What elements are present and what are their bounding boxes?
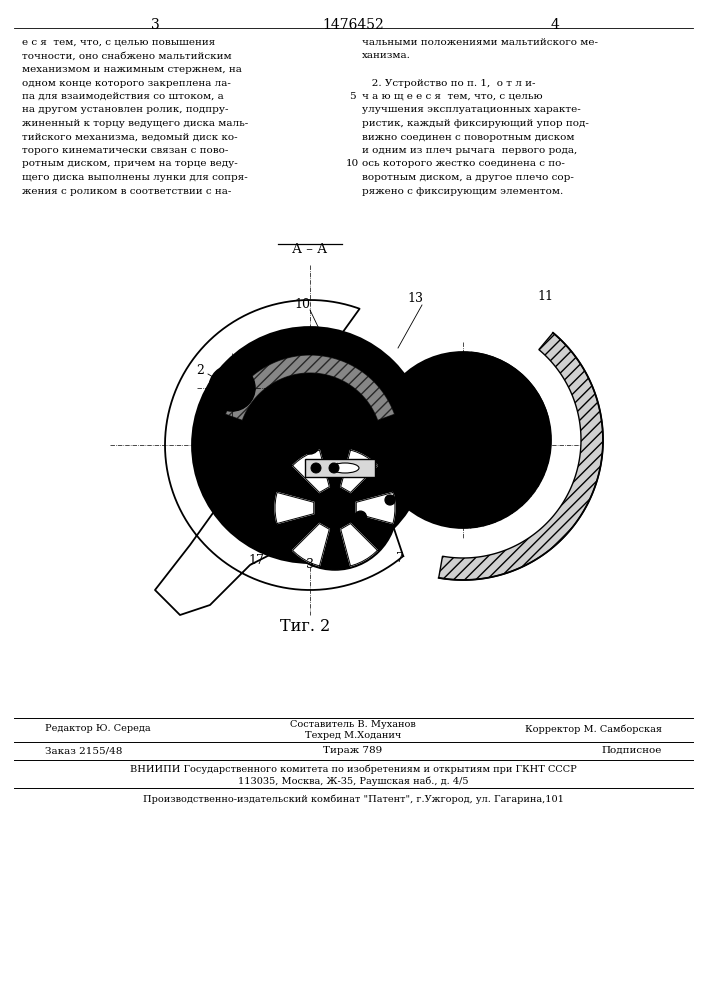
Circle shape [192, 327, 428, 563]
Circle shape [228, 384, 236, 392]
Text: 11: 11 [537, 290, 553, 302]
Text: Техред М.Ходанич: Техред М.Ходанич [305, 731, 401, 740]
Text: жиненный к торцу ведущего диска маль-: жиненный к торцу ведущего диска маль- [22, 119, 248, 128]
Polygon shape [341, 450, 378, 492]
Circle shape [296, 485, 301, 489]
Text: 3: 3 [306, 558, 314, 572]
Text: на другом установлен ролик, подпру-: на другом установлен ролик, подпру- [22, 105, 228, 114]
Text: 2. Устройство по п. 1,  о т л и-: 2. Устройство по п. 1, о т л и- [362, 79, 535, 88]
Circle shape [301, 436, 319, 454]
Text: ротным диском, причем на торце веду-: ротным диском, причем на торце веду- [22, 159, 238, 168]
Text: точности, оно снабжено мальтийским: точности, оно снабжено мальтийским [22, 51, 232, 60]
Circle shape [273, 446, 397, 570]
Text: торого кинематически связан с пово-: торого кинематически связан с пово- [22, 146, 228, 155]
Text: вижно соединен с поворотным диском: вижно соединен с поворотным диском [362, 132, 575, 141]
Circle shape [332, 466, 336, 470]
Polygon shape [341, 524, 378, 566]
Text: и одним из плеч рычага  первого рода,: и одним из плеч рычага первого рода, [362, 146, 577, 155]
Text: Подписное: Подписное [602, 746, 662, 755]
Circle shape [385, 495, 395, 505]
Circle shape [314, 466, 318, 470]
Text: 113035, Москва, Ж-35, Раушская наб., д. 4/5: 113035, Москва, Ж-35, Раушская наб., д. … [238, 776, 468, 786]
Text: жения с роликом в соответствии с на-: жения с роликом в соответствии с на- [22, 186, 231, 196]
Text: 3: 3 [151, 18, 159, 32]
Text: одном конце которого закреплена ла-: одном конце которого закреплена ла- [22, 79, 231, 88]
Text: ВНИИПИ Государственного комитета по изобретениям и открытиям при ГКНТ СССР: ВНИИПИ Государственного комитета по изоб… [129, 765, 576, 774]
Circle shape [366, 523, 378, 535]
Text: воротным диском, а другое плечо сop-: воротным диском, а другое плечо сop- [362, 173, 574, 182]
Text: е с я  тем, что, с целью повышения: е с я тем, что, с целью повышения [22, 38, 215, 47]
Text: тийского механизма, ведомый диск ко-: тийского механизма, ведомый диск ко- [22, 132, 238, 141]
Text: Редактор Ю. Середа: Редактор Ю. Середа [45, 724, 151, 733]
Circle shape [354, 511, 366, 523]
Bar [305, 459, 375, 477]
Text: 17: 17 [248, 554, 264, 566]
Text: А – А: А – А [293, 243, 327, 256]
Text: Производственно-издательский комбинат "Патент", г.Ужгород, ул. Гагарина,101: Производственно-издательский комбинат "П… [143, 794, 563, 804]
Circle shape [332, 548, 337, 552]
Circle shape [293, 523, 305, 535]
Text: щего диска выполнены лунки для сопря-: щего диска выполнены лунки для сопря- [22, 173, 247, 182]
Text: 5: 5 [349, 92, 356, 101]
Text: 7: 7 [396, 552, 404, 564]
Polygon shape [275, 492, 314, 524]
Circle shape [293, 481, 305, 493]
Circle shape [366, 481, 378, 493]
Ellipse shape [331, 463, 359, 473]
Text: ристик, каждый фиксирующий упор под-: ристик, каждый фиксирующий упор под- [362, 119, 589, 128]
Text: улучшения эксплуатационных характе-: улучшения эксплуатационных характе- [362, 105, 580, 114]
Circle shape [296, 526, 301, 532]
Text: 5: 5 [541, 442, 549, 454]
Polygon shape [155, 300, 403, 615]
Circle shape [454, 431, 472, 449]
Circle shape [332, 464, 337, 468]
Circle shape [460, 436, 467, 444]
Text: 13: 13 [407, 292, 423, 304]
Circle shape [209, 365, 255, 411]
Circle shape [388, 498, 392, 502]
Circle shape [327, 500, 343, 516]
Text: 2: 2 [196, 363, 204, 376]
Polygon shape [293, 450, 329, 492]
Circle shape [332, 505, 338, 511]
Text: механизмом и нажимным стержнем, на: механизмом и нажимным стержнем, на [22, 65, 242, 74]
Text: Корректор М. Самборская: Корректор М. Самборская [525, 724, 662, 734]
Text: ч а ю щ е е с я  тем, что, с целью: ч а ю щ е е с я тем, что, с целью [362, 92, 543, 101]
Polygon shape [293, 524, 329, 566]
Circle shape [329, 460, 341, 472]
Circle shape [369, 485, 374, 489]
Text: Тираж 789: Тираж 789 [323, 746, 382, 755]
Circle shape [369, 526, 374, 532]
Polygon shape [356, 492, 395, 524]
Text: ряжено с фиксирующим элементом.: ряжено с фиксирующим элементом. [362, 186, 563, 196]
Text: Τиг. 2: Τиг. 2 [280, 618, 330, 635]
Text: Заказ 2155/48: Заказ 2155/48 [45, 746, 122, 755]
Text: ось которого жестко соединена с по-: ось которого жестко соединена с по- [362, 159, 565, 168]
Text: па для взаимодействия со штоком, а: па для взаимодействия со штоком, а [22, 92, 223, 101]
Text: чальными положениями мальтийского ме-: чальными положениями мальтийского ме- [362, 38, 598, 47]
Circle shape [307, 442, 313, 448]
Text: 10: 10 [346, 159, 358, 168]
Text: 4: 4 [476, 506, 484, 518]
Circle shape [358, 515, 363, 519]
Polygon shape [438, 333, 603, 580]
Polygon shape [226, 355, 395, 420]
Circle shape [329, 463, 339, 473]
Circle shape [311, 463, 321, 473]
Text: ханизма.: ханизма. [362, 51, 411, 60]
Text: 4: 4 [551, 18, 559, 32]
Circle shape [375, 352, 551, 528]
Circle shape [329, 544, 341, 556]
Text: 10: 10 [294, 298, 310, 312]
Circle shape [230, 386, 233, 389]
Text: Составитель В. Муханов: Составитель В. Муханов [290, 720, 416, 729]
Text: 1476452: 1476452 [322, 18, 384, 32]
